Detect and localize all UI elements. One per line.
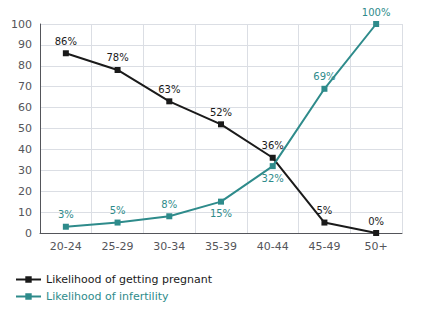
svg-text:90: 90: [18, 38, 32, 51]
svg-text:63%: 63%: [158, 84, 180, 95]
svg-text:100%: 100%: [362, 7, 391, 18]
svg-text:10: 10: [18, 206, 32, 219]
svg-text:5%: 5%: [110, 205, 126, 216]
svg-text:30: 30: [18, 164, 32, 177]
svg-text:8%: 8%: [161, 199, 177, 210]
svg-text:15%: 15%: [210, 208, 232, 219]
svg-text:78%: 78%: [106, 52, 128, 63]
svg-text:70: 70: [18, 80, 32, 93]
svg-text:69%: 69%: [313, 71, 335, 82]
svg-text:86%: 86%: [55, 36, 77, 47]
svg-text:3%: 3%: [58, 209, 74, 220]
svg-text:50: 50: [18, 122, 32, 135]
svg-text:40: 40: [18, 143, 32, 156]
svg-text:5%: 5%: [316, 205, 332, 216]
svg-text:52%: 52%: [210, 107, 232, 118]
svg-text:20-24: 20-24: [50, 240, 82, 253]
svg-text:0%: 0%: [368, 216, 384, 227]
svg-text:32%: 32%: [262, 173, 284, 184]
svg-text:40-44: 40-44: [257, 240, 289, 253]
svg-text:36%: 36%: [262, 140, 284, 151]
svg-text:Likelihood of infertility: Likelihood of infertility: [46, 290, 169, 303]
svg-text:20: 20: [18, 185, 32, 198]
svg-text:25-29: 25-29: [102, 240, 134, 253]
svg-text:30-34: 30-34: [153, 240, 185, 253]
svg-text:35-39: 35-39: [205, 240, 237, 253]
svg-text:50+: 50+: [365, 240, 388, 253]
svg-text:100: 100: [11, 18, 32, 31]
svg-text:60: 60: [18, 101, 32, 114]
svg-text:80: 80: [18, 59, 32, 72]
svg-text:Likelihood of getting pregnant: Likelihood of getting pregnant: [46, 273, 213, 286]
svg-text:45-49: 45-49: [308, 240, 340, 253]
svg-text:0: 0: [25, 227, 32, 240]
